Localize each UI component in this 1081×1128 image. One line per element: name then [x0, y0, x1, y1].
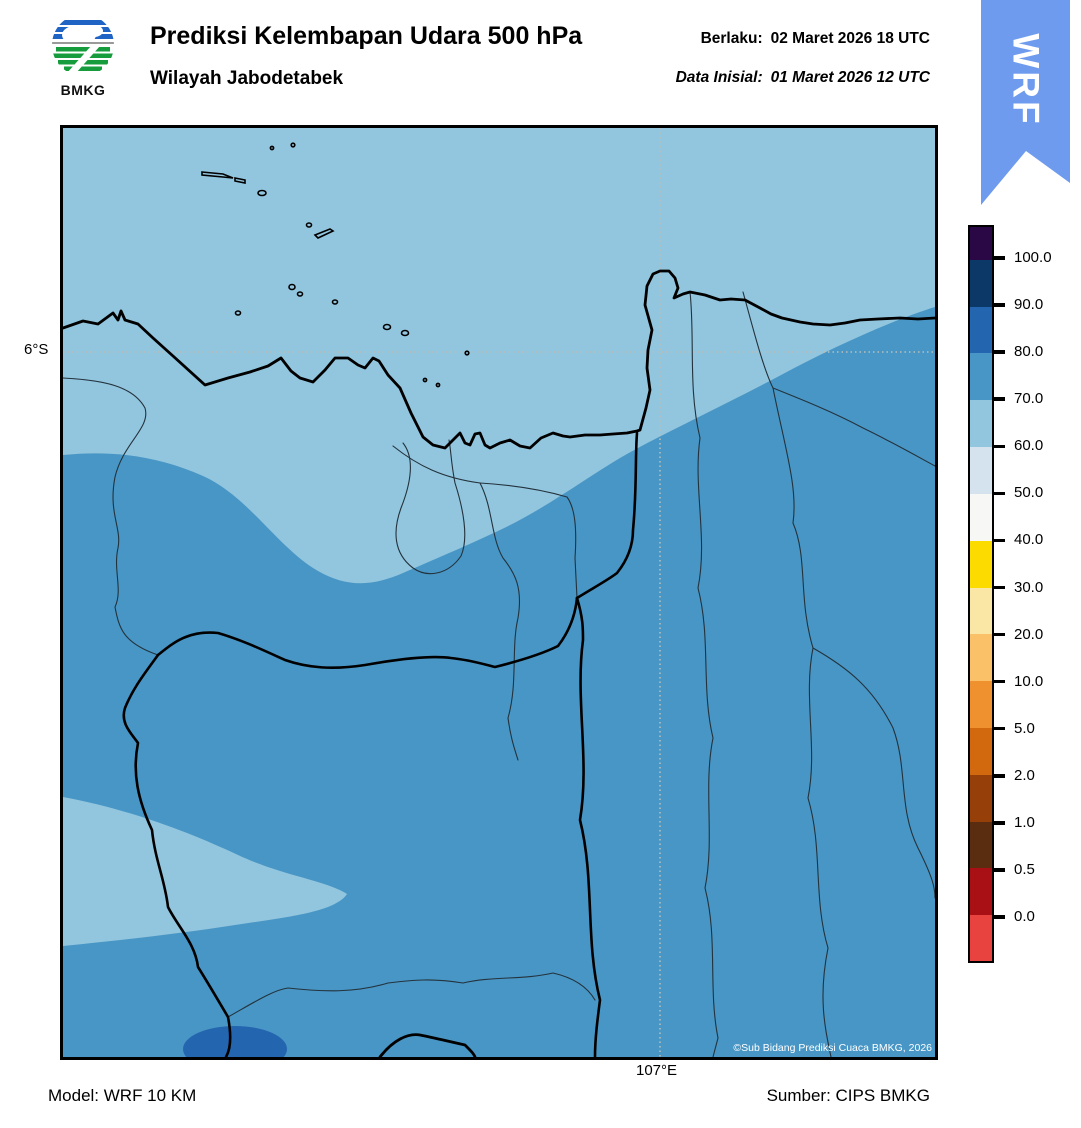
colorbar-tick — [994, 679, 1005, 684]
colorbar-segment — [970, 587, 992, 635]
wrf-ribbon — [981, 0, 1070, 205]
colorbar-segment — [970, 353, 992, 401]
colorbar-segment — [970, 227, 992, 260]
colorbar-tick — [994, 821, 1005, 825]
colorbar-tick-label: 80.0 — [1014, 343, 1044, 361]
colorbar-segment — [970, 493, 992, 541]
colorbar-segment — [970, 306, 992, 354]
colorbar-tick-label: 10.0 — [1014, 672, 1044, 690]
colorbar-segment — [970, 821, 992, 869]
colorbar-segment — [970, 540, 992, 588]
colorbar-tick-label: 2.0 — [1014, 766, 1035, 784]
bmkg-logo-label: BMKG — [60, 82, 106, 98]
colorbar-tick-label: 20.0 — [1014, 625, 1044, 643]
valid-time-label: Berlaku: — [700, 30, 763, 47]
colorbar-tick — [994, 868, 1005, 872]
colorbar-tick — [994, 915, 1005, 919]
colorbar-tick-label: 5.0 — [1014, 719, 1035, 737]
valid-time: Berlaku: 02 Maret 2026 18 UTC — [676, 30, 930, 48]
colorbar-segment — [970, 259, 992, 307]
map-copyright: ©Sub Bidang Prediksi Cuaca BMKG, 2026 — [733, 1042, 932, 1054]
colorbar-tick — [994, 726, 1005, 731]
map-panel: ©Sub Bidang Prediksi Cuaca BMKG, 2026 — [60, 125, 938, 1060]
colorbar-segment — [970, 681, 992, 728]
colorbar-tick — [994, 774, 1005, 778]
colorbar-tick-label: 60.0 — [1014, 437, 1044, 455]
colorbar-tick — [994, 585, 1005, 590]
valid-time-value: 02 Maret 2026 18 UTC — [770, 30, 930, 47]
colorbar-tick-label: 30.0 — [1014, 578, 1044, 596]
footer-source: Sumber: CIPS BMKG — [766, 1086, 930, 1105]
map-canvas — [63, 128, 935, 1057]
colorbar-ticks: 100.0 90.0 80.0 70.0 60.0 50.0 40.0 30.0 20.0 10.… — [994, 225, 1081, 963]
init-time-label: Data Inisial: — [675, 69, 763, 86]
page-subtitle: Wilayah Jabodetabek — [150, 68, 344, 89]
colorbar-segment — [970, 868, 992, 916]
colorbar-tick — [994, 491, 1005, 496]
humidity-fill-70-80 — [63, 307, 935, 1057]
wrf-ribbon-label-wrap: WRF — [981, 0, 1071, 160]
forecast-times: Berlaku: 02 Maret 2026 18 UTC Data Inisia… — [676, 30, 930, 87]
lon-tick-label: 107°E — [636, 1062, 678, 1079]
bmkg-logo-icon — [52, 14, 114, 76]
colorbar-segment — [970, 634, 992, 682]
colorbar-tick-label: 1.0 — [1014, 813, 1035, 831]
colorbar-tick-label: 90.0 — [1014, 296, 1044, 314]
colorbar-tick-label: 100.0 — [1014, 249, 1052, 266]
colorbar-tick — [994, 256, 1005, 260]
colorbar-tick — [994, 303, 1005, 307]
init-time: Data Inisial: 01 Maret 2026 12 UTC — [676, 69, 930, 87]
colorbar-tick — [994, 444, 1005, 449]
colorbar-tick — [994, 350, 1005, 354]
colorbar-segment — [970, 400, 992, 448]
district-boundaries — [63, 291, 935, 1057]
colorbar-tick-label: 50.0 — [1014, 484, 1044, 502]
colorbar-tick — [994, 538, 1005, 543]
colorbar-tick-label: 0.5 — [1014, 860, 1035, 878]
province-boundaries — [122, 431, 639, 1057]
islands — [201, 142, 470, 388]
wrf-ribbon-label: WRF — [1006, 33, 1047, 127]
footer-model: Model: WRF 10 KM — [48, 1086, 197, 1105]
bmkg-logo: BMKG — [50, 13, 116, 105]
coastline — [63, 269, 935, 450]
colorbar-tick-label: 0.0 — [1014, 908, 1035, 925]
colorbar-segment — [970, 727, 992, 775]
colorbar-segment — [970, 915, 992, 961]
colorbar-segment — [970, 447, 992, 494]
colorbar-segment — [970, 774, 992, 822]
humidity-fill-80-90 — [183, 1026, 287, 1057]
colorbar — [968, 225, 994, 963]
colorbar-tick — [994, 397, 1005, 401]
south-coastline — [378, 1033, 477, 1057]
page-title: Prediksi Kelembapan Udara 500 hPa — [150, 22, 583, 50]
colorbar-tick — [994, 632, 1005, 637]
lat-tick-label: 6°S — [24, 341, 49, 358]
init-time-value: 01 Maret 2026 12 UTC — [770, 69, 930, 86]
colorbar-tick-label: 70.0 — [1014, 390, 1044, 408]
humidity-fill-60-70-tongue — [63, 797, 347, 946]
colorbar-tick-label: 40.0 — [1014, 531, 1044, 549]
